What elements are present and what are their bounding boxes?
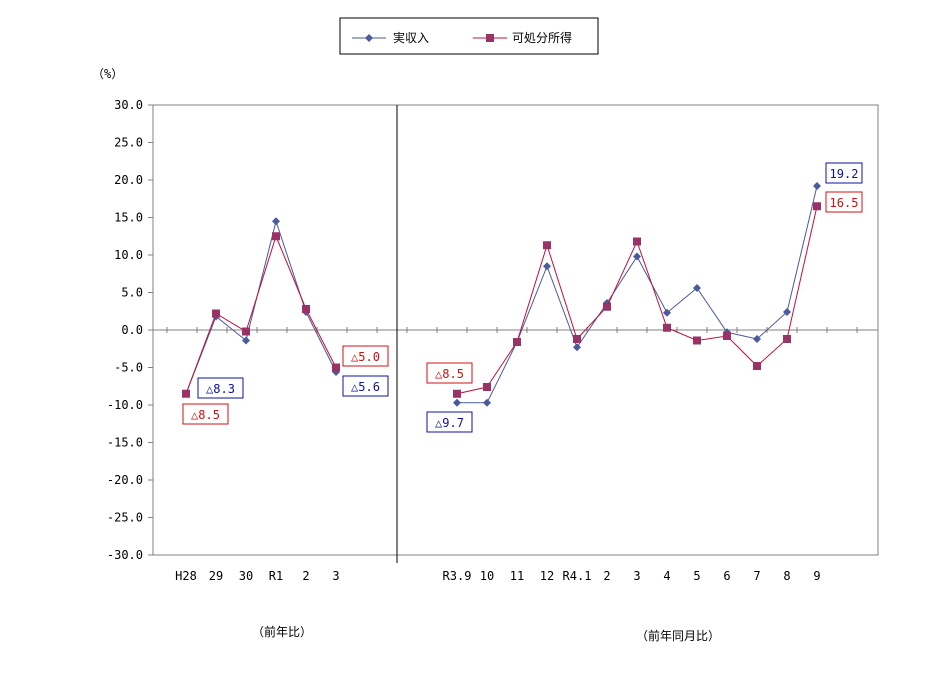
data-point-kashobun [453, 389, 461, 398]
data-point-jitsushunyu [272, 217, 280, 226]
series-line-kashobun [185, 234, 337, 394]
legend-marker-series2 [486, 34, 494, 42]
data-point-kashobun [573, 335, 581, 343]
data-label-box [426, 411, 473, 433]
data-label: △9.7 [435, 416, 464, 430]
data-point-jitsushunyu [483, 398, 491, 407]
data-label: 16.5 [830, 196, 859, 210]
x-tick-label: 12 [540, 569, 554, 583]
y-tick-label: -25.0 [107, 511, 143, 525]
data-point-kashobun [272, 232, 280, 241]
data-point-kashobun [242, 327, 250, 336]
x-tick-label: 4 [663, 569, 670, 583]
data-label-box [342, 345, 389, 367]
legend-box [339, 17, 599, 55]
data-point-jitsushunyu [242, 336, 250, 345]
data-label-box [182, 403, 229, 425]
x-tick-label: 8 [783, 569, 790, 583]
y-tick-label: 30.0 [114, 98, 143, 112]
x-tick-label: 2 [302, 569, 309, 583]
axes: 30.0 25.0 20.0 15.0 10.0 5.0 0.0 -5.0 -10.0 -15.0… [107, 98, 879, 583]
data-point-kashobun [663, 323, 671, 332]
data-point-kashobun [212, 309, 220, 318]
panel1-caption: （前年比） [252, 624, 312, 639]
data-label: △8.3 [206, 382, 235, 396]
data-point-jitsushunyu [783, 308, 791, 316]
x-tick-label: R1 [269, 569, 283, 583]
legend-label-series1: 実収入 [393, 30, 429, 45]
data-point-kashobun [753, 362, 761, 370]
data-point-kashobun [483, 383, 491, 391]
y-tick-label: 5.0 [121, 286, 143, 300]
data-label: △8.5 [435, 367, 464, 381]
series-line-kashobun [456, 206, 818, 395]
y-tick-label: -15.0 [107, 436, 143, 450]
series-line-jitsushunyu [457, 185, 818, 404]
data-point-jitsushunyu [543, 262, 551, 271]
data-point-jitsushunyu [633, 252, 641, 261]
data-label-box [342, 375, 389, 397]
x-tick-label: 11 [510, 569, 524, 583]
y-axis-unit-label: （%） [92, 67, 123, 81]
x-tick-label: 2 [603, 569, 610, 583]
x-tick-label: 3 [633, 569, 640, 583]
data-point-kashobun [723, 332, 731, 340]
legend: 実収入 可処分所得 [339, 17, 599, 55]
data-point-kashobun [182, 389, 190, 398]
y-tick-label: 10.0 [114, 248, 143, 262]
data-point-jitsushunyu [813, 182, 821, 190]
data-point-kashobun [302, 305, 310, 313]
data-label: △5.6 [351, 380, 380, 394]
data-point-kashobun [693, 336, 701, 345]
y-tick-label: 25.0 [114, 136, 143, 150]
data-point-jitsushunyu [453, 398, 461, 407]
y-tick-label: -30.0 [107, 548, 143, 562]
x-tick-label: 29 [209, 569, 223, 583]
legend-label-series2: 可処分所得 [512, 30, 572, 45]
x-tick-label: R4.1 [563, 569, 592, 583]
data-point-kashobun [332, 363, 340, 372]
y-tick-label: 20.0 [114, 173, 143, 187]
data-point-kashobun [603, 302, 611, 311]
x-tick-label: 10 [480, 569, 494, 583]
x-tick-label: 9 [813, 569, 820, 583]
y-tick-label: -5.0 [114, 361, 143, 375]
data-label-box [426, 362, 473, 384]
data-label: △5.0 [351, 350, 380, 364]
legend-marker-series1 [365, 34, 373, 42]
data-point-jitsushunyu [753, 335, 761, 343]
y-tick-label: 15.0 [114, 211, 143, 225]
x-tick-label: 5 [693, 569, 700, 583]
y-tick-label: -10.0 [107, 398, 143, 412]
data-point-kashobun [813, 202, 821, 211]
data-point-jitsushunyu [693, 284, 701, 292]
series-line-jitsushunyu [185, 219, 337, 394]
data-point-jitsushunyu [663, 308, 671, 317]
x-tick-label: H28 [175, 569, 197, 583]
data-point-kashobun [513, 338, 521, 346]
x-tick-label: 7 [753, 569, 760, 583]
plot-area: △8.3 △8.5 △5.0 △5.6 △8.5 △9.7 19.2 16.5 [182, 162, 863, 433]
x-tick-label: 30 [239, 569, 253, 583]
panel2-caption: （前年同月比） [636, 628, 720, 643]
data-label: 19.2 [830, 167, 859, 181]
y-tick-label: -20.0 [107, 473, 143, 487]
data-point-kashobun [633, 237, 641, 246]
x-tick-label: R3.9 [443, 569, 472, 583]
data-point-kashobun [543, 241, 551, 250]
data-point-jitsushunyu [573, 343, 581, 352]
data-label-box [825, 162, 863, 184]
data-point-kashobun [783, 335, 791, 343]
data-label: △8.5 [191, 408, 220, 422]
y-tick-label: 0.0 [121, 323, 143, 337]
x-tick-label: 3 [332, 569, 339, 583]
x-tick-label: 6 [723, 569, 730, 583]
data-label-box [825, 191, 863, 213]
data-label-box [197, 377, 244, 399]
